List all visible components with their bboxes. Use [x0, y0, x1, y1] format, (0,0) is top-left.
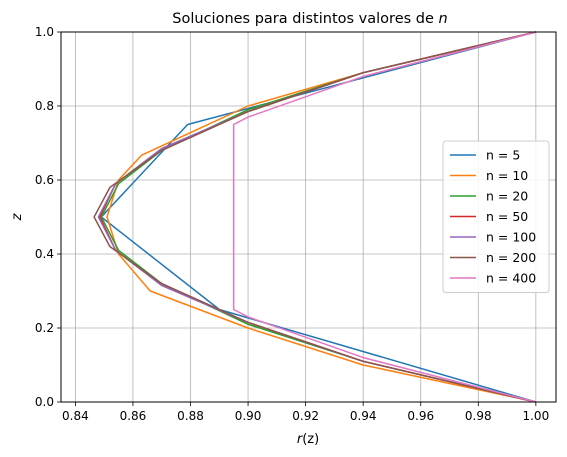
legend-label: n = 100 [486, 230, 536, 245]
legend-label: n = 10 [486, 168, 528, 183]
x-axis-label-var: r [297, 432, 304, 447]
x-axis: 0.84 0.86 0.88 0.90 0.92 0.94 0.96 0.98 1.00 [62, 402, 549, 423]
series-line [100, 31, 537, 403]
y-tick-label: 0.2 [35, 321, 54, 335]
y-tick-label: 1.0 [35, 25, 54, 39]
legend-label: n = 50 [486, 209, 528, 224]
plot-frame [60, 31, 557, 403]
legend-box [442, 140, 550, 293]
legend-label: n = 200 [486, 250, 536, 265]
x-tick-label: 0.86 [120, 409, 147, 423]
legend-label: n = 400 [486, 271, 536, 286]
y-axis: 0.0 0.2 0.4 0.6 0.8 1.0 [35, 25, 61, 409]
x-tick-label: 1.00 [522, 409, 549, 423]
y-tick-label: 0.4 [35, 247, 54, 261]
x-axis-label: r(z) [297, 432, 319, 447]
series-line [106, 31, 537, 403]
y-tick-label: 0.0 [35, 395, 54, 409]
x-tick-label: 0.98 [465, 409, 492, 423]
x-tick-label: 0.90 [235, 409, 262, 423]
x-axis-label-suffix: (z) [302, 432, 319, 447]
legend-label: n = 20 [486, 189, 528, 204]
y-tick-label: 0.8 [35, 99, 54, 113]
series-layer [93, 31, 537, 403]
y-axis-label: z [10, 212, 25, 221]
series-line [93, 31, 537, 403]
x-tick-label: 0.84 [62, 409, 89, 423]
x-tick-label: 0.96 [407, 409, 434, 423]
y-tick-label: 0.6 [35, 173, 54, 187]
legend: n = 5 n = 10 n = 20 n = 50 n = 100 n = 200 n =… [442, 140, 550, 293]
x-tick-label: 0.88 [177, 409, 204, 423]
chart-title-text: Soluciones para distintos valores de [172, 11, 438, 27]
chart-title: Soluciones para distintos valores de n [172, 11, 447, 27]
x-tick-label: 0.92 [292, 409, 319, 423]
series-line [232, 31, 537, 403]
chart-title-var: n [439, 11, 448, 27]
legend-label: n = 5 [486, 148, 520, 163]
x-tick-label: 0.94 [350, 409, 377, 423]
